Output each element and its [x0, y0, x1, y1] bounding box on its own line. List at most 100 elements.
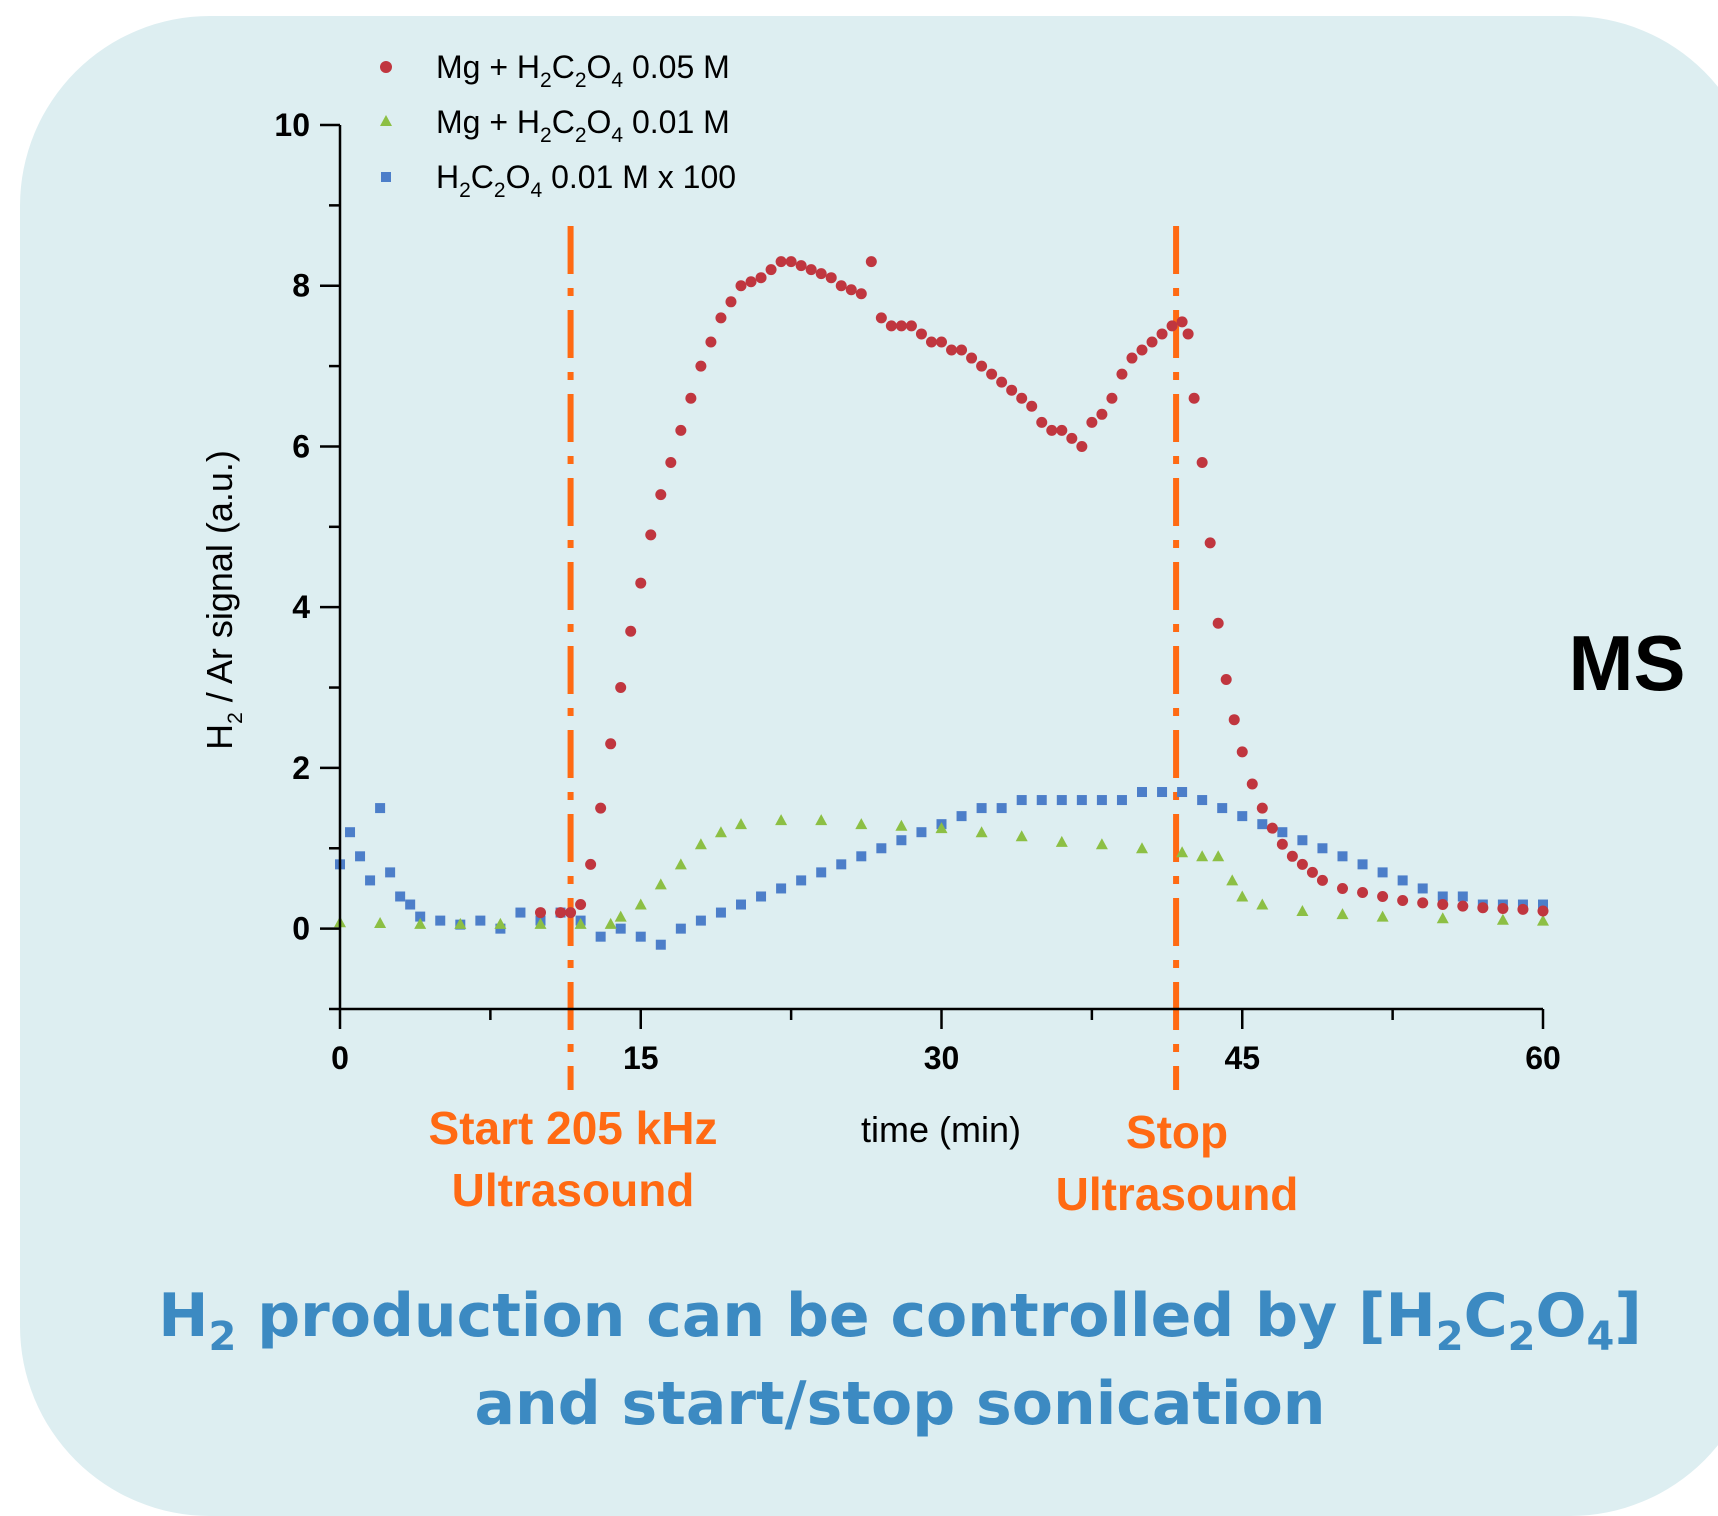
data-point	[345, 827, 356, 838]
data-point	[695, 360, 707, 372]
data-point	[1086, 416, 1098, 428]
data-point	[1246, 778, 1258, 790]
data-point	[635, 931, 646, 942]
data-point	[1076, 795, 1087, 806]
data-point	[665, 457, 677, 469]
data-point	[1436, 912, 1449, 924]
data-point	[755, 272, 767, 284]
data-point	[605, 738, 617, 750]
data-point	[635, 577, 647, 589]
data-point	[725, 296, 737, 308]
data-point	[896, 835, 907, 846]
data-point	[1397, 875, 1408, 886]
chart: 0 2 4 6 8 10 0 15 30 45 60 time (min) H2 / Ar sign…	[158, 49, 1686, 1439]
data-point	[1537, 905, 1549, 917]
data-point	[375, 803, 386, 814]
ms-label: MS	[1569, 619, 1686, 707]
data-point	[365, 875, 376, 886]
data-point	[946, 344, 958, 356]
data-point	[1006, 384, 1018, 396]
data-point	[1177, 787, 1188, 798]
data-point	[1277, 827, 1288, 838]
data-point	[614, 910, 627, 922]
data-point	[565, 907, 577, 919]
data-point	[1437, 891, 1448, 902]
data-point	[685, 392, 697, 404]
legend-label: H2C2O4 0.01 M x 100	[436, 159, 736, 202]
data-point	[856, 851, 867, 862]
data-point	[775, 256, 787, 268]
data-point	[845, 284, 857, 296]
data-point	[825, 272, 837, 284]
x-tick-label: 0	[331, 1040, 349, 1076]
y-tick-label: 2	[292, 750, 310, 786]
data-point	[1116, 795, 1127, 806]
data-point	[996, 803, 1007, 814]
data-point	[796, 875, 807, 886]
data-point	[915, 328, 927, 340]
data-point	[595, 931, 606, 942]
data-point	[574, 917, 587, 929]
caption-line2: and start/stop sonication	[474, 1369, 1325, 1439]
data-point	[1116, 368, 1128, 380]
data-point	[1266, 822, 1278, 834]
data-point	[1496, 913, 1509, 925]
data-point	[1046, 424, 1058, 436]
data-point	[805, 264, 817, 276]
data-point	[1212, 617, 1224, 629]
data-point	[1095, 838, 1108, 850]
data-point	[1357, 859, 1368, 870]
data-point	[1016, 795, 1027, 806]
data-point	[1236, 890, 1249, 902]
y-tick-label: 6	[292, 428, 310, 464]
data-point	[385, 867, 396, 878]
data-point	[675, 424, 687, 436]
data-point	[1457, 891, 1468, 902]
legend-entry-red: Mg + H2C2O4 0.05 M	[380, 49, 730, 92]
ultrasound-marker-lines	[567, 226, 1180, 1090]
series-square	[335, 787, 1548, 950]
data-point	[905, 320, 917, 332]
data-point	[815, 814, 828, 826]
data-point	[745, 276, 757, 288]
data-point	[1197, 795, 1208, 806]
x-tick-label: 45	[1224, 1040, 1260, 1076]
legend: Mg + H2C2O4 0.05 M Mg + H2C2O4 0.01 M H2…	[380, 49, 736, 202]
axes: 0 2 4 6 8 10 0 15 30 45 60	[274, 107, 1560, 1076]
data-point	[1204, 537, 1216, 549]
data-point	[885, 320, 897, 332]
legend-marker-triangle	[380, 115, 392, 126]
data-point	[714, 826, 727, 838]
data-point	[815, 268, 827, 280]
data-point	[1036, 416, 1048, 428]
data-point	[835, 280, 847, 292]
data-point	[454, 917, 467, 929]
data-point	[865, 256, 877, 268]
data-point	[585, 858, 597, 870]
data-point	[1256, 898, 1269, 910]
data-point	[1377, 867, 1388, 878]
y-tick-label: 4	[292, 589, 310, 625]
data-point	[855, 288, 867, 300]
data-point	[895, 819, 908, 831]
data-point	[1212, 850, 1225, 862]
data-point	[1477, 902, 1489, 914]
data-point	[1220, 674, 1232, 686]
y-tick-label: 8	[292, 268, 310, 304]
data-point	[655, 939, 666, 950]
data-point	[1397, 895, 1409, 907]
data-point	[1136, 842, 1148, 854]
data-point	[405, 899, 416, 910]
data-point	[756, 891, 767, 902]
series-triangle	[334, 814, 1549, 929]
data-point	[715, 312, 727, 324]
data-point	[1176, 316, 1188, 328]
data-point	[986, 368, 998, 380]
data-point	[1015, 830, 1028, 842]
caption-line1: H2 production can be controlled by [H2C2…	[158, 1281, 1641, 1360]
data-point	[674, 858, 687, 870]
data-point	[1337, 882, 1348, 894]
data-point	[1337, 851, 1348, 862]
data-point	[415, 911, 426, 922]
data-point	[475, 915, 486, 926]
